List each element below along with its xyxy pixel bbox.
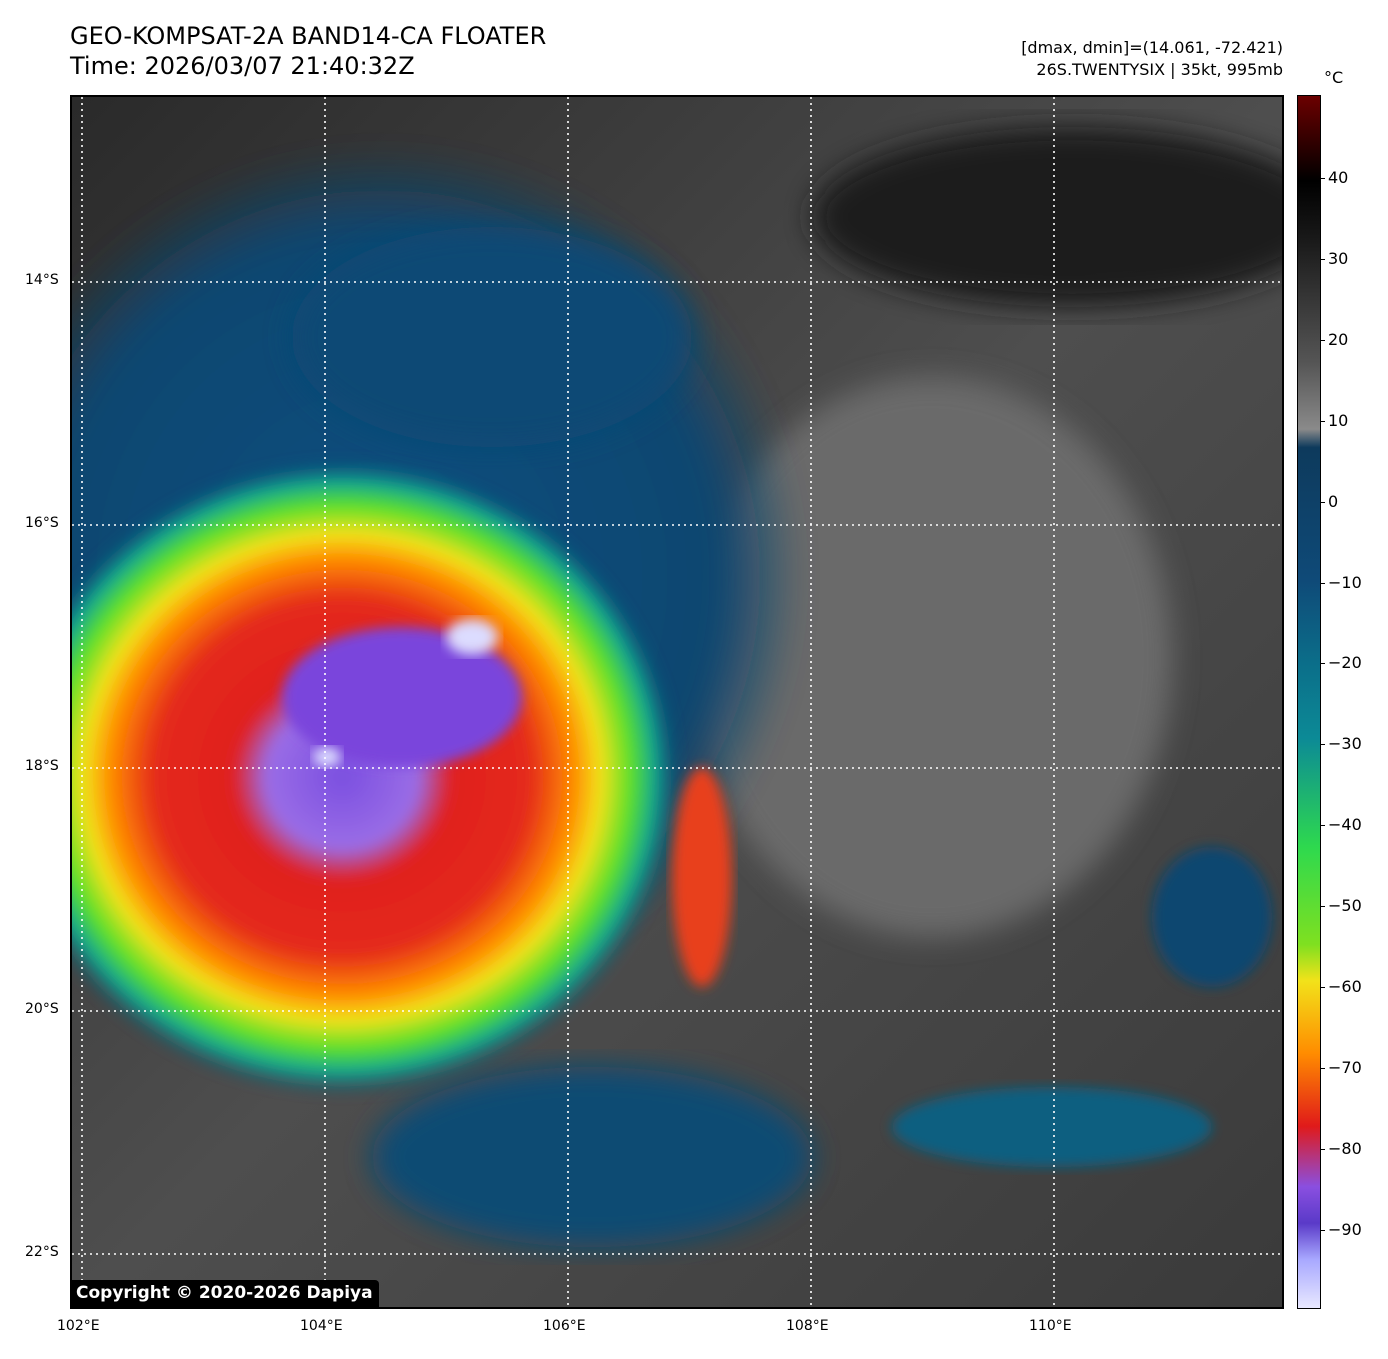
cirrus-south <box>372 1067 812 1247</box>
colorbar-tick <box>1320 420 1325 422</box>
cirrus-north <box>292 227 692 447</box>
colorbar-unit: °C <box>1324 68 1344 87</box>
satellite-image <box>70 95 1284 1309</box>
colorbar-label: 40 <box>1328 168 1349 187</box>
colorbar-label: −50 <box>1328 896 1362 916</box>
lat-label-22s: 22°S <box>25 1244 59 1260</box>
colorbar-label: −80 <box>1328 1138 1362 1158</box>
lat-label-16s: 16°S <box>25 515 59 531</box>
lat-label-18s: 18°S <box>25 758 59 774</box>
lon-label-108e: 108°E <box>786 1318 829 1334</box>
colorbar-tick <box>1320 582 1325 584</box>
lon-label-104e: 104°E <box>300 1318 343 1334</box>
copyright-notice: Copyright © 2020-2026 Dapiya <box>71 1280 379 1307</box>
colorbar-label: 10 <box>1328 410 1349 430</box>
colorbar-label: 20 <box>1328 329 1349 349</box>
colorbar-tick <box>1320 825 1325 827</box>
coldest-tops <box>282 627 522 767</box>
convection-southeast <box>892 1087 1212 1167</box>
overshooting-top <box>446 619 498 655</box>
colorbar-tick <box>1320 663 1325 665</box>
colorbar-tick <box>1320 1148 1325 1150</box>
gray-cloud-area <box>692 377 1172 937</box>
overshooting-top-2 <box>313 747 341 767</box>
colorbar-label: −10 <box>1328 572 1362 592</box>
colorbar-tick <box>1320 339 1325 341</box>
colorbar-tick <box>1320 1067 1325 1069</box>
ir-imagery-canvas <box>72 97 1282 1307</box>
rainband-east <box>672 767 732 987</box>
colorbar-tick <box>1320 744 1325 746</box>
colorbar-label: −90 <box>1328 1219 1362 1239</box>
data-range-info: [dmax, dmin]=(14.061, -72.421) <box>1021 38 1283 57</box>
colorbar-tick <box>1320 178 1325 179</box>
dark-cloud-area <box>812 127 1282 307</box>
colorbar-tick <box>1320 501 1325 503</box>
convection-east <box>1152 847 1272 987</box>
colorbar <box>1297 95 1321 1309</box>
lon-label-110e: 110°E <box>1029 1318 1072 1334</box>
lat-label-14s: 14°S <box>25 272 59 288</box>
colorbar-tick <box>1320 906 1325 908</box>
colorbar-tick <box>1320 1229 1325 1231</box>
colorbar-label: −70 <box>1328 1057 1362 1077</box>
chart-title: GEO-KOMPSAT-2A BAND14-CA FLOATER <box>70 22 547 50</box>
lon-label-106e: 106°E <box>543 1318 586 1334</box>
colorbar-label: 30 <box>1328 248 1349 268</box>
lat-lon-grid <box>72 97 1282 1307</box>
colorbar-label: −60 <box>1328 977 1362 996</box>
colorbar-tick <box>1320 258 1325 260</box>
storm-info: 26S.TWENTYSIX | 35kt, 995mb <box>1036 60 1283 79</box>
lat-label-20s: 20°S <box>25 1001 59 1017</box>
lon-label-102e: 102°E <box>57 1318 100 1334</box>
colorbar-label: −20 <box>1328 653 1362 673</box>
colorbar-label: −30 <box>1328 734 1362 754</box>
colorbar-label: −40 <box>1328 815 1362 835</box>
timestamp: Time: 2026/03/07 21:40:32Z <box>70 52 415 80</box>
colorbar-label: 0 <box>1328 491 1339 511</box>
storm-cold-cloud-tops <box>72 457 682 1097</box>
colorbar-tick <box>1320 987 1325 988</box>
